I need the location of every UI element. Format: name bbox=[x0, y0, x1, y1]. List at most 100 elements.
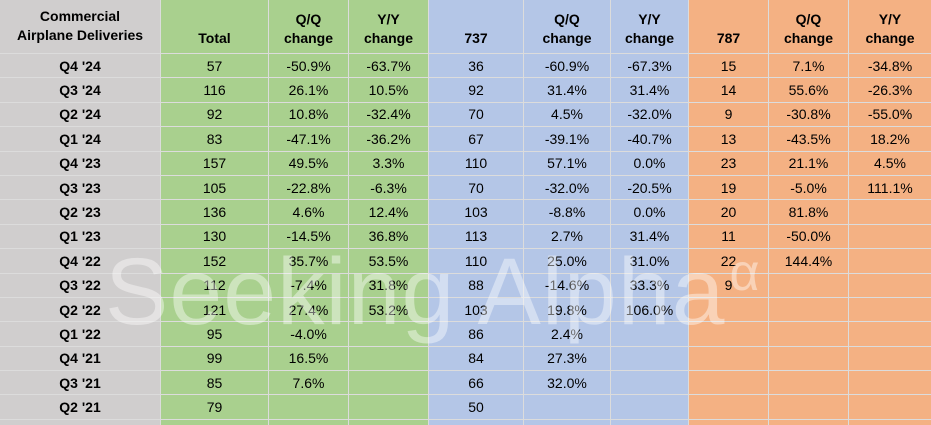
table-cell: 13 bbox=[689, 127, 768, 151]
table-cell: 27.4% bbox=[269, 297, 348, 322]
table-cell: 26.1% bbox=[269, 78, 348, 102]
table-cell: 9 bbox=[689, 273, 768, 297]
row-label: Q4 '23 bbox=[0, 151, 160, 175]
clipped-cell bbox=[0, 419, 160, 425]
column-header-total: Total bbox=[161, 0, 268, 53]
table-cell: 70 bbox=[429, 175, 523, 200]
table-cell: -20.5% bbox=[611, 175, 688, 200]
table-cell: 2.4% bbox=[524, 322, 610, 346]
clipped-cell bbox=[524, 419, 610, 425]
table-cell: 19.8% bbox=[524, 297, 610, 322]
table-cell: 92 bbox=[429, 78, 523, 102]
table-cell bbox=[769, 371, 848, 395]
table-cell: -32.4% bbox=[349, 102, 428, 127]
row-label: Q3 '21 bbox=[0, 371, 160, 395]
table-cell bbox=[769, 322, 848, 346]
table-cell: -50.9% bbox=[269, 54, 348, 78]
table-cell: -6.3% bbox=[349, 175, 428, 200]
table-cell bbox=[849, 249, 931, 273]
table-cell: 103 bbox=[429, 200, 523, 224]
table-cell bbox=[611, 346, 688, 371]
column-header-line1: Q/Q bbox=[795, 11, 822, 28]
row-label: Q2 '21 bbox=[0, 395, 160, 419]
table-cell bbox=[689, 371, 768, 395]
table-cell bbox=[849, 297, 931, 322]
table-cell bbox=[349, 322, 428, 346]
table-cell: 79 bbox=[161, 395, 268, 419]
table-cell: 19 bbox=[689, 175, 768, 200]
table-cell: 53.2% bbox=[349, 297, 428, 322]
clipped-cell bbox=[769, 419, 848, 425]
table-cell: 21.1% bbox=[769, 151, 848, 175]
table-cell: -39.1% bbox=[524, 127, 610, 151]
table-cell: 110 bbox=[429, 151, 523, 175]
table-cell: -47.1% bbox=[269, 127, 348, 151]
clipped-cell bbox=[161, 419, 268, 425]
table-cell: -4.0% bbox=[269, 322, 348, 346]
table-cell: 92 bbox=[161, 102, 268, 127]
table-cell: -5.0% bbox=[769, 175, 848, 200]
table-cell: 110 bbox=[429, 249, 523, 273]
table-cell bbox=[849, 273, 931, 297]
table-cell bbox=[769, 273, 848, 297]
table-cell: 0.0% bbox=[611, 200, 688, 224]
column-header-737-yy-change: Y/Y change bbox=[611, 0, 688, 53]
table-cell: -26.3% bbox=[849, 78, 931, 102]
table-cell: 112 bbox=[161, 273, 268, 297]
table-cell: 16.5% bbox=[269, 346, 348, 371]
table-cell: -22.8% bbox=[269, 175, 348, 200]
table-cell: 25.0% bbox=[524, 249, 610, 273]
table-cell: 23 bbox=[689, 151, 768, 175]
table-cell: -14.6% bbox=[524, 273, 610, 297]
table-cell: 31.0% bbox=[611, 249, 688, 273]
table-cell: 10.5% bbox=[349, 78, 428, 102]
table-cell: -32.0% bbox=[611, 102, 688, 127]
table-cell: 121 bbox=[161, 297, 268, 322]
table-cell: 70 bbox=[429, 102, 523, 127]
column-header-line2: change bbox=[865, 30, 915, 47]
table-cell: -32.0% bbox=[524, 175, 610, 200]
table-cell: -50.0% bbox=[769, 224, 848, 249]
table-cell: 85 bbox=[161, 371, 268, 395]
column-header-787-qq-change: Q/Q change bbox=[769, 0, 848, 53]
table-cell: 88 bbox=[429, 273, 523, 297]
table-cell: 111.1% bbox=[849, 175, 931, 200]
table-cell bbox=[611, 322, 688, 346]
table-cell: 103 bbox=[429, 297, 523, 322]
column-header-line2: Total bbox=[198, 30, 231, 47]
table-cell: 152 bbox=[161, 249, 268, 273]
table-cell: 53.5% bbox=[349, 249, 428, 273]
table-cell: 15 bbox=[689, 54, 768, 78]
table-cell: 113 bbox=[429, 224, 523, 249]
table-cell: 20 bbox=[689, 200, 768, 224]
column-header-line2: change bbox=[283, 30, 333, 47]
table-cell: 31.8% bbox=[349, 273, 428, 297]
clipped-cell bbox=[689, 419, 768, 425]
row-label: Q2 '23 bbox=[0, 200, 160, 224]
row-label: Q4 '22 bbox=[0, 249, 160, 273]
row-label: Q2 '22 bbox=[0, 297, 160, 322]
table-cell: 14 bbox=[689, 78, 768, 102]
table-cell bbox=[769, 346, 848, 371]
table-cell: 31.4% bbox=[524, 78, 610, 102]
row-label: Q1 '23 bbox=[0, 224, 160, 249]
table-cell bbox=[849, 371, 931, 395]
clipped-cell bbox=[611, 419, 688, 425]
table-cell bbox=[849, 200, 931, 224]
table-cell: -63.7% bbox=[349, 54, 428, 78]
table-cell: -7.4% bbox=[269, 273, 348, 297]
table-cell: 106.0% bbox=[611, 297, 688, 322]
table-cell: -40.7% bbox=[611, 127, 688, 151]
column-header-line2: change bbox=[624, 30, 674, 47]
table-cell: 36 bbox=[429, 54, 523, 78]
table-cell bbox=[769, 395, 848, 419]
table-cell: -36.2% bbox=[349, 127, 428, 151]
table-cell: 4.5% bbox=[524, 102, 610, 127]
table-cell bbox=[769, 297, 848, 322]
table-cell bbox=[349, 371, 428, 395]
row-label: Q3 '24 bbox=[0, 78, 160, 102]
table-cell: 136 bbox=[161, 200, 268, 224]
table-cell: 35.7% bbox=[269, 249, 348, 273]
table-cell bbox=[689, 322, 768, 346]
row-label: Q3 '23 bbox=[0, 175, 160, 200]
